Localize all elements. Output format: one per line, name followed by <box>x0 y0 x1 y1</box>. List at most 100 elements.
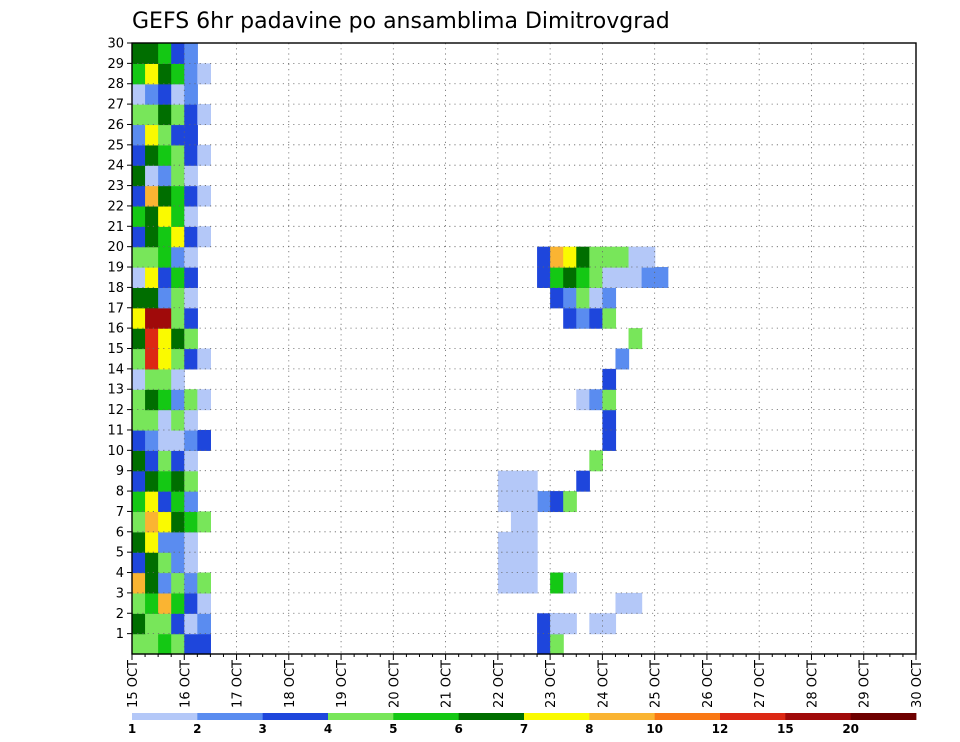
cell <box>184 43 198 64</box>
cell <box>537 267 551 288</box>
cell <box>184 104 198 126</box>
cell <box>145 511 159 533</box>
cell <box>145 348 159 370</box>
y-tick-label: 15 <box>107 342 124 357</box>
data-cells <box>132 43 669 655</box>
x-tick-label: 17 OCT <box>231 660 246 708</box>
cell <box>132 205 146 227</box>
cell <box>145 491 159 513</box>
cell <box>537 613 551 635</box>
cell <box>171 104 185 126</box>
cell <box>158 572 172 594</box>
y-tick-label: 7 <box>116 505 124 520</box>
cell <box>184 450 198 472</box>
cell <box>197 104 211 126</box>
cell-sparse <box>510 511 525 533</box>
y-tick-label: 23 <box>107 179 124 194</box>
x-tick-label: 27 OCT <box>753 660 768 708</box>
cell <box>184 307 198 329</box>
cell <box>197 226 211 248</box>
cell <box>171 328 185 350</box>
cell <box>550 287 564 309</box>
y-tick-label: 22 <box>107 199 124 214</box>
cell <box>184 348 198 370</box>
cell-sparse <box>497 531 512 553</box>
y-tick-label: 25 <box>107 138 124 153</box>
cell <box>132 368 146 390</box>
x-tick-label: 16 OCT <box>178 660 193 708</box>
cell <box>132 185 146 207</box>
cell <box>171 246 185 268</box>
cell <box>158 144 172 166</box>
cell-sparse <box>497 552 512 574</box>
colorbar-swatch <box>262 713 329 720</box>
cell <box>602 246 617 268</box>
cell <box>132 165 146 187</box>
cell <box>171 552 185 574</box>
y-tick-label: 21 <box>107 220 124 235</box>
cell <box>158 267 172 288</box>
cell <box>550 633 564 655</box>
cell <box>132 429 146 451</box>
cell <box>158 429 172 451</box>
cell-sparse <box>510 491 525 513</box>
cell <box>563 267 577 288</box>
cell <box>158 531 172 553</box>
cell <box>158 328 172 350</box>
y-tick-label: 4 <box>116 566 124 581</box>
cell <box>132 511 146 533</box>
cell <box>132 246 146 268</box>
colorbar-label: 6 <box>454 722 462 736</box>
cell <box>184 205 198 227</box>
colorbar-swatch <box>589 713 656 720</box>
cell <box>145 592 159 614</box>
y-tick-label: 24 <box>107 159 124 174</box>
cell-sparse <box>510 552 525 574</box>
cell <box>171 307 185 329</box>
cell-sparse <box>563 613 577 635</box>
cell <box>184 124 198 146</box>
cell <box>132 470 146 492</box>
y-tick-label: 14 <box>107 362 124 377</box>
colorbar-label: 4 <box>324 722 332 736</box>
cell <box>145 287 159 309</box>
cell <box>132 124 146 146</box>
x-tick-label: 24 OCT <box>596 660 611 708</box>
cell <box>615 267 630 288</box>
cell <box>132 348 146 370</box>
cell <box>158 185 172 207</box>
cell <box>132 531 146 553</box>
cell-sparse <box>510 470 525 492</box>
cell <box>145 450 159 472</box>
cell <box>628 267 643 288</box>
cell <box>654 267 669 288</box>
cell-sparse <box>497 572 512 594</box>
cell-sparse <box>497 470 512 492</box>
cell <box>576 470 590 492</box>
y-tick-label: 11 <box>107 423 124 438</box>
cell <box>550 491 564 513</box>
x-tick-label: 18 OCT <box>283 660 298 708</box>
grid-lines <box>132 43 916 654</box>
cell <box>132 83 146 105</box>
cell <box>158 368 172 390</box>
cell <box>158 613 172 635</box>
cell <box>184 409 198 431</box>
cell <box>171 63 185 85</box>
cell <box>589 450 603 472</box>
cell <box>132 409 146 431</box>
cell <box>628 328 643 350</box>
cell-sparse <box>510 531 525 553</box>
cell <box>145 185 159 207</box>
y-tick-label: 29 <box>107 57 124 72</box>
cell <box>132 63 146 85</box>
y-tick-label: 8 <box>116 485 124 500</box>
y-tick-label: 17 <box>107 301 124 316</box>
colorbar-swatch <box>458 713 525 720</box>
cell <box>158 348 172 370</box>
cell <box>171 511 185 533</box>
cell <box>184 165 198 187</box>
cell <box>576 307 590 329</box>
x-axis: 15 OCT 16 OCT 17 OCT 18 OCT 19 OCT 20 OCT 21 O… <box>126 654 925 708</box>
